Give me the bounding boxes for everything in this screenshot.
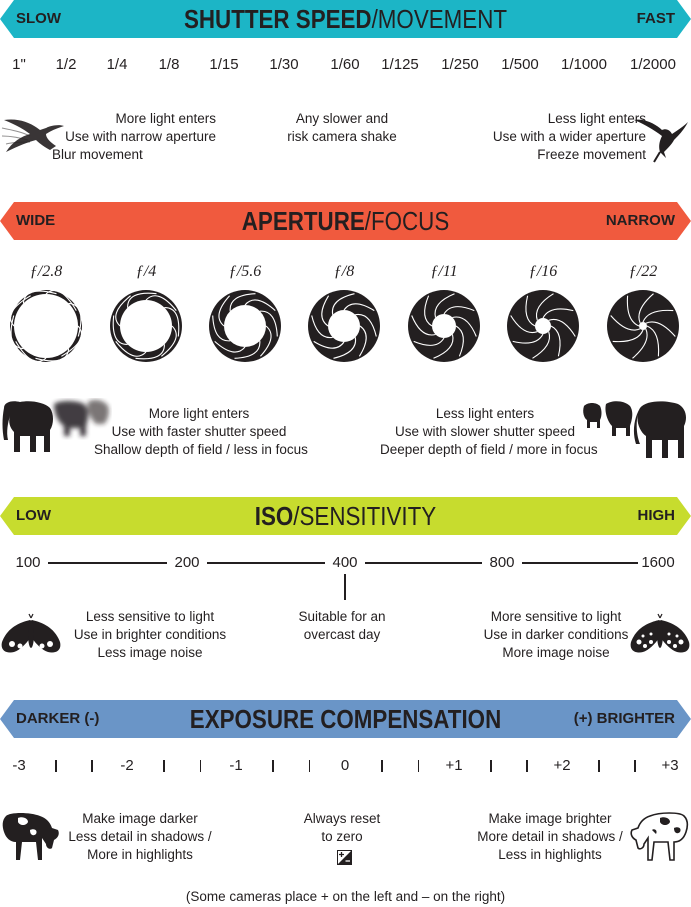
aperture-iris-icon: [110, 290, 182, 362]
hummingbird-icon: [634, 119, 688, 163]
shutter-slow-label: SLOW: [16, 10, 61, 27]
shutter-speed-tick: 1/250: [441, 56, 479, 73]
shutter-speed-tick: 1/60: [330, 56, 360, 73]
moth-plain-icon: [1, 613, 61, 653]
exposure-third-stop-marker: [272, 760, 274, 772]
aperture-iris-icon: [10, 290, 82, 362]
iso-tick: 800: [489, 554, 515, 571]
aperture-iris-icon: [607, 290, 679, 362]
iso-scale-line: [365, 562, 482, 564]
elephant-blurred-icon: [2, 399, 109, 452]
exposure-third-stop-marker: [308, 760, 311, 772]
exposure-tick: +2: [553, 757, 571, 774]
aperture-narrow-label: NARROW: [605, 212, 675, 229]
exposure-third-stop-marker: [55, 760, 57, 772]
hummingbird-blurred-icon: [1, 119, 64, 152]
aperture-stop-label: ƒ/2.8: [29, 263, 63, 280]
exposure-banner: DARKER (-) EXPOSURE COMPENSATION (+) BRI…: [0, 700, 691, 738]
aperture-title: APERTURE/FOCUS: [241, 206, 450, 236]
exposure-third-stop-marker: [417, 760, 420, 772]
aperture-note-wide: More light enters Use with faster shutte…: [94, 406, 308, 457]
exposure-third-stop-marker: [598, 760, 600, 772]
exposure-tick: -3: [12, 757, 26, 774]
shutter-speed-banner: SLOW SHUTTER SPEED/MOVEMENT FAST: [0, 0, 691, 38]
exposure-third-stop-marker: [91, 760, 93, 772]
iso-center-marker: [344, 574, 346, 600]
exposure-title: EXPOSURE COMPENSATION: [189, 704, 502, 734]
aperture-iris-icon: [408, 290, 480, 362]
aperture-banner: WIDE APERTURE/FOCUS NARROW: [0, 202, 691, 240]
shutter-speed-tick: 1/500: [501, 56, 539, 73]
exposure-footnote: (Some cameras place + on the left and – …: [185, 889, 506, 904]
shutter-speed-tick: 1/30: [269, 56, 299, 73]
iso-tick: 1600: [641, 554, 675, 571]
exposure-brighter-label: (+) BRIGHTER: [573, 710, 675, 727]
iso-scale-line: [48, 562, 167, 564]
iso-note-high: More sensitive to light Use in darker co…: [483, 609, 629, 660]
exposure-tick: 0: [340, 757, 350, 774]
exposure-tick: +1: [445, 757, 463, 774]
shutter-speed-tick: 1": [12, 56, 26, 73]
exposure-note-brighter: Make image brighter More detail in shado…: [477, 811, 623, 862]
iso-banner: LOW ISO/SENSITIVITY HIGH: [0, 497, 691, 535]
shutter-speed-title: SHUTTER SPEED/MOVEMENT: [183, 4, 508, 34]
aperture-stop-label: ƒ/11: [430, 263, 458, 280]
exposure-tick: -2: [120, 757, 134, 774]
exposure-darker-label: DARKER (-): [16, 710, 100, 727]
shutter-speed-tick: 1/2: [55, 56, 77, 73]
cow-dark-icon: [2, 813, 59, 860]
iso-low-label: LOW: [16, 507, 51, 524]
cow-light-icon: [630, 812, 689, 861]
aperture-wide-label: WIDE: [16, 212, 56, 229]
iso-note-low: Less sensitive to light Use in brighter …: [73, 609, 227, 660]
shutter-speed-tick: 1/125: [381, 56, 419, 73]
shutter-speed-tick: 1/8: [158, 56, 180, 73]
iso-scale-line: [207, 562, 325, 564]
iso-title: ISO/SENSITIVITY: [254, 501, 437, 531]
elephant-herd-icon: [583, 401, 686, 458]
aperture-stop-label: ƒ/4: [135, 263, 157, 280]
aperture-stop-label: ƒ/5.6: [228, 263, 262, 280]
shutter-note-slow: More light enters Use with narrow apertu…: [52, 111, 216, 162]
shutter-speed-tick: 1/1000: [561, 56, 607, 73]
aperture-stop-label: ƒ/16: [528, 263, 558, 280]
iso-tick: 400: [332, 554, 358, 571]
exposure-tick: +3: [661, 757, 679, 774]
exposure-tick: -1: [229, 757, 243, 774]
aperture-iris-icon: [308, 290, 380, 362]
exposure-third-stop-marker: [381, 760, 383, 772]
exposure-compensation-icon: [337, 850, 352, 865]
aperture-iris-icon: [209, 290, 281, 362]
exposure-note-darker: Make image darker Less detail in shadows…: [68, 811, 212, 862]
exposure-third-stop-marker: [634, 760, 636, 772]
aperture-stop-label: ƒ/8: [333, 263, 355, 280]
iso-high-label: HIGH: [637, 507, 676, 524]
exposure-third-stop-marker: [490, 760, 492, 772]
iso-tick: 200: [174, 554, 200, 571]
exposure-third-stop-marker: [163, 760, 165, 772]
aperture-iris-icon: [507, 290, 579, 362]
iso-scale-line: [522, 562, 638, 564]
shutter-fast-label: FAST: [636, 10, 675, 27]
exposure-third-stop-marker: [199, 760, 202, 772]
shutter-note-fast: Less light enters Use with a wider apert…: [492, 111, 646, 162]
iso-tick: 100: [15, 554, 41, 571]
aperture-note-narrow: Less light enters Use with slower shutte…: [380, 406, 598, 457]
shutter-speed-tick: 1/2000: [630, 56, 676, 73]
shutter-speed-tick: 1/4: [106, 56, 128, 73]
aperture-stop-label: ƒ/22: [628, 263, 658, 280]
shutter-speed-tick: 1/15: [209, 56, 239, 73]
shutter-note-center: Any slower and risk camera shake: [287, 111, 397, 144]
exposure-third-stop-marker: [526, 760, 528, 772]
iso-note-center: Suitable for an overcast day: [298, 609, 386, 642]
exposure-note-center: Always reset to zero: [303, 811, 381, 844]
moth-speckled-icon: [630, 613, 690, 653]
